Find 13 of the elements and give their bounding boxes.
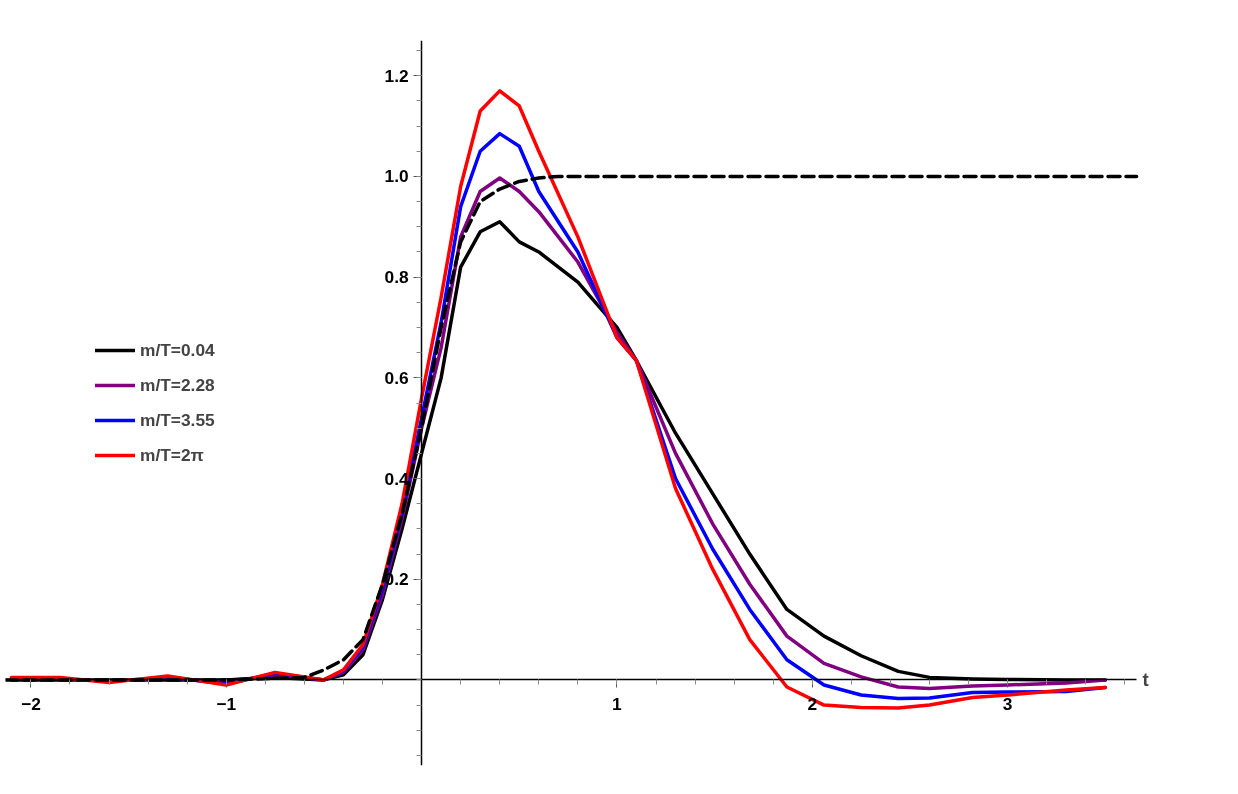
- legend-label: m/T=2.28: [140, 374, 215, 396]
- legend-label: m/T=0.04: [140, 339, 215, 361]
- y-tick-label: 0.8: [384, 267, 409, 288]
- x-axis-title: t: [1142, 669, 1149, 691]
- y-tick-label: 1.0: [384, 166, 409, 187]
- x-tick-label: −2: [21, 693, 41, 714]
- x-tick-label: 1: [612, 693, 623, 714]
- y-tick-label: 1.2: [384, 65, 409, 86]
- x-tick-label: 3: [1002, 693, 1013, 714]
- legend-label: m/T=2π: [140, 444, 204, 466]
- x-tick-label: −1: [216, 693, 237, 714]
- legend-label: m/T=3.55: [140, 409, 215, 431]
- y-tick-label: 0.6: [384, 367, 409, 388]
